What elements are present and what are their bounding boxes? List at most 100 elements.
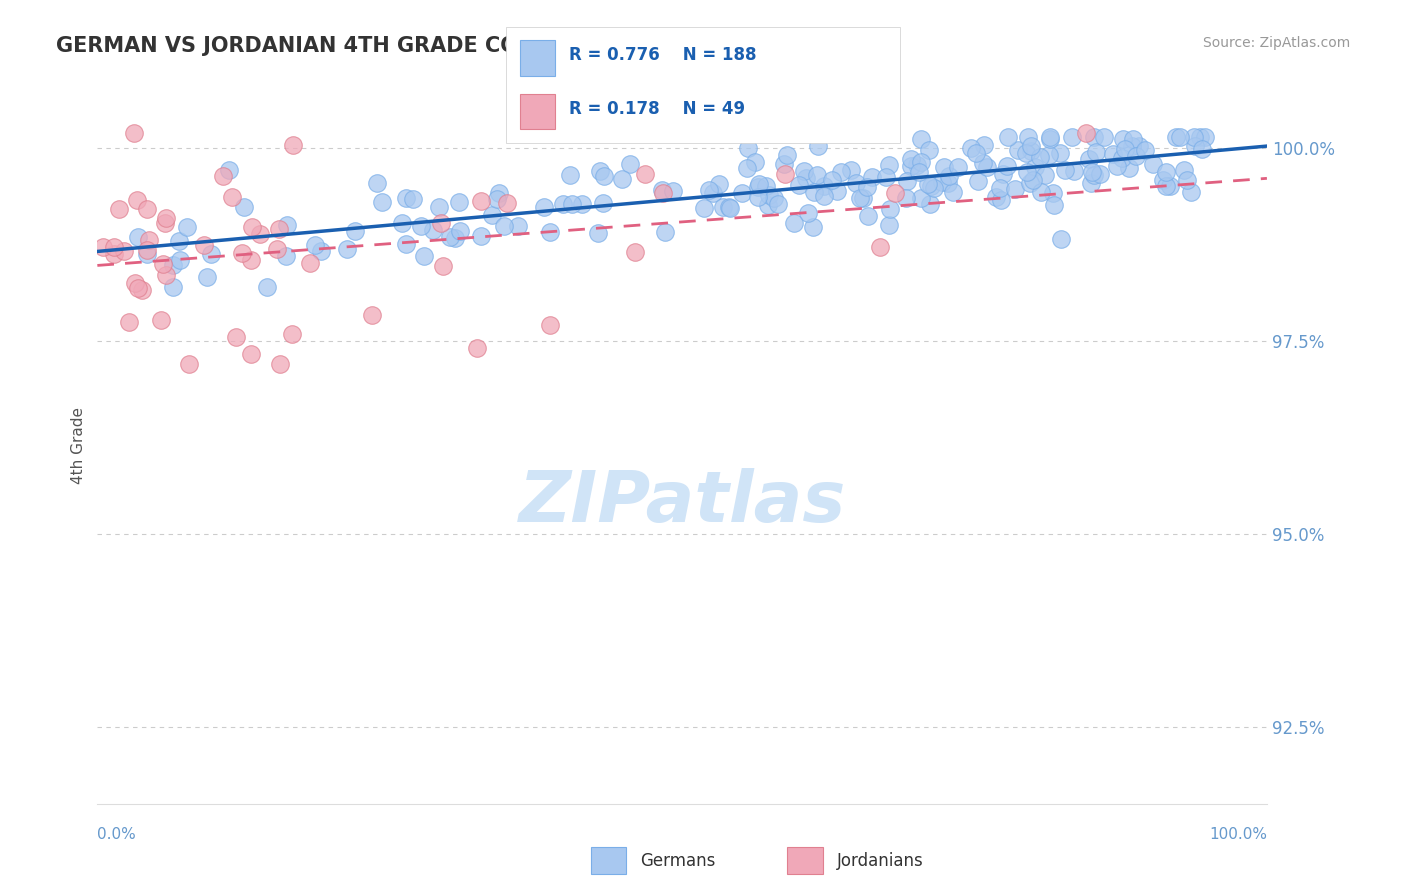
Point xyxy=(249,227,271,242)
Point xyxy=(422,223,444,237)
Point xyxy=(538,318,561,332)
Point xyxy=(155,211,177,225)
Point xyxy=(1022,173,1045,187)
Point xyxy=(1101,146,1123,161)
Point xyxy=(654,225,676,239)
Point xyxy=(1017,165,1039,179)
Point xyxy=(1112,132,1135,146)
Point xyxy=(401,192,423,206)
Point xyxy=(735,161,758,175)
Point xyxy=(91,240,114,254)
Point xyxy=(1142,157,1164,171)
Point xyxy=(179,357,201,371)
Point xyxy=(281,137,304,152)
Point xyxy=(917,177,939,191)
Point xyxy=(1114,143,1136,157)
Point xyxy=(592,196,614,211)
Point xyxy=(162,280,184,294)
Point xyxy=(1133,143,1156,157)
Point xyxy=(793,164,815,178)
Point xyxy=(1019,139,1042,153)
Point xyxy=(162,258,184,272)
Point xyxy=(936,176,959,190)
Point xyxy=(508,219,530,233)
Point xyxy=(136,246,159,260)
Point xyxy=(586,226,609,240)
Point xyxy=(997,129,1019,144)
Point xyxy=(107,202,129,216)
Point xyxy=(1121,139,1143,153)
Point xyxy=(447,194,470,209)
Point xyxy=(153,216,176,230)
Point xyxy=(995,159,1018,173)
Point xyxy=(917,143,939,157)
Point xyxy=(1188,129,1211,144)
Point xyxy=(1015,146,1038,161)
Point xyxy=(612,172,634,186)
Point xyxy=(1063,164,1085,178)
Point xyxy=(910,132,932,146)
Point xyxy=(783,216,806,230)
Point xyxy=(731,186,754,200)
Point xyxy=(1033,168,1056,182)
Point xyxy=(1168,129,1191,144)
Point xyxy=(984,190,1007,204)
Point xyxy=(1038,148,1060,162)
Point xyxy=(934,160,956,174)
Text: R = 0.776    N = 188: R = 0.776 N = 188 xyxy=(569,46,756,64)
Point xyxy=(1049,146,1071,161)
Point xyxy=(304,238,326,252)
Point xyxy=(896,174,918,188)
Point xyxy=(768,196,790,211)
Point xyxy=(697,183,720,197)
Point xyxy=(972,156,994,170)
Point xyxy=(883,186,905,200)
Point xyxy=(449,224,471,238)
Point xyxy=(1092,129,1115,144)
Point xyxy=(1194,129,1216,144)
Point xyxy=(409,219,432,234)
Point xyxy=(900,152,922,166)
Point xyxy=(875,170,897,185)
Point xyxy=(813,179,835,194)
Point xyxy=(481,208,503,222)
Point xyxy=(1039,129,1062,144)
Point xyxy=(193,238,215,252)
Point xyxy=(395,237,418,252)
Point xyxy=(465,342,488,356)
Point xyxy=(1049,232,1071,246)
Point xyxy=(918,196,941,211)
Point xyxy=(1182,130,1205,145)
Point xyxy=(432,259,454,273)
Point xyxy=(758,187,780,202)
Point xyxy=(195,270,218,285)
Point xyxy=(973,137,995,152)
Point xyxy=(946,160,969,174)
Point xyxy=(169,252,191,267)
Point xyxy=(391,216,413,230)
Point xyxy=(1024,161,1046,175)
Point xyxy=(747,190,769,204)
Point xyxy=(336,242,359,256)
Point xyxy=(560,168,582,182)
Point xyxy=(1007,144,1029,158)
Point xyxy=(1019,144,1042,158)
Y-axis label: 4th Grade: 4th Grade xyxy=(72,407,86,483)
Point xyxy=(439,229,461,244)
Point xyxy=(240,252,263,267)
Point xyxy=(269,357,291,371)
Point xyxy=(360,308,382,322)
Point xyxy=(776,148,799,162)
Point xyxy=(167,235,190,249)
Text: 0.0%: 0.0% xyxy=(97,827,136,842)
Point xyxy=(702,186,724,200)
Point xyxy=(309,244,332,258)
Point xyxy=(232,200,254,214)
Point xyxy=(801,220,824,235)
Point xyxy=(269,222,291,236)
Point xyxy=(200,246,222,260)
Point xyxy=(747,179,769,194)
Point xyxy=(920,179,942,194)
Point xyxy=(138,233,160,247)
Point xyxy=(212,169,235,184)
